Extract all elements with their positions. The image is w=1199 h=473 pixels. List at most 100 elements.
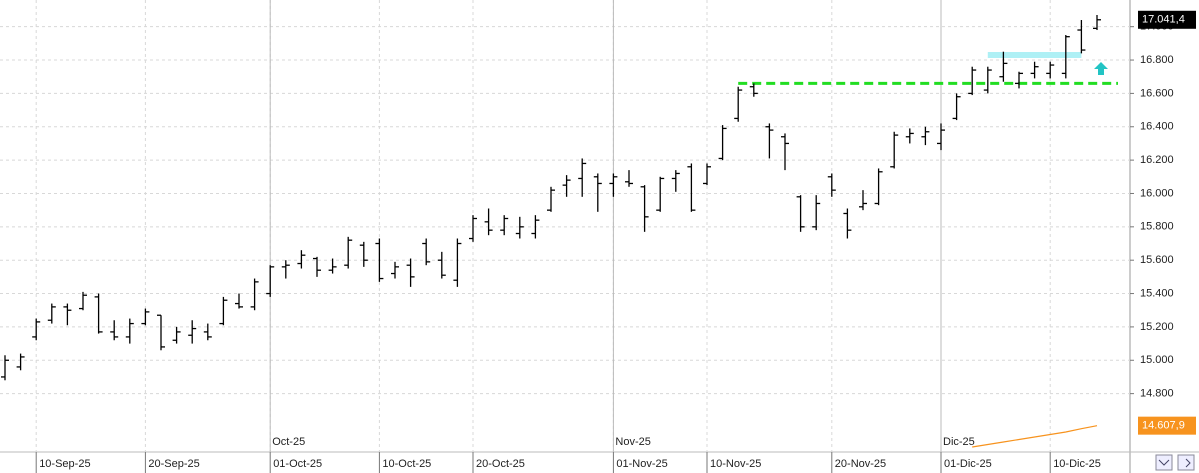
- ohlc-bar: [1093, 15, 1101, 31]
- ohlc-bar: [16, 353, 25, 371]
- x-tick-label: 01-Nov-25: [616, 458, 667, 470]
- ohlc-bar: [952, 93, 961, 121]
- ohlc-bar: [79, 291, 87, 311]
- ohlc-bar: [172, 326, 181, 344]
- ohlc-bar: [453, 238, 462, 287]
- ohlc-bar: [125, 318, 134, 344]
- ohlc-bar: [578, 158, 587, 197]
- ohlc-bar: [1077, 20, 1086, 54]
- ohlc-bar: [391, 261, 399, 279]
- ohlc-bar: [937, 123, 945, 151]
- ohlc-bar: [515, 216, 524, 239]
- month-label: Dic-25: [943, 436, 975, 448]
- ohlc-bar: [359, 241, 368, 267]
- ohlc-bar: [859, 190, 867, 211]
- ohlc-bar: [484, 208, 493, 236]
- ohlc-bar: [703, 163, 711, 186]
- price-tag-label: 14.607,9: [1142, 420, 1185, 432]
- x-tick-label: 01-Oct-25: [273, 458, 322, 470]
- y-tick-label: 16.800: [1140, 54, 1174, 66]
- ohlc-bar: [640, 185, 649, 232]
- ohlc-bar: [547, 186, 555, 212]
- ohlc-bar: [999, 51, 1008, 82]
- ohlc-bar: [32, 318, 41, 341]
- ohlc-bar: [1, 355, 9, 381]
- ohlc-bar: [562, 175, 571, 197]
- ohlc-bar: [656, 176, 665, 212]
- ohlc-bar: [1015, 71, 1023, 89]
- ohlc-bar: [422, 238, 431, 266]
- ohlc-bar: [827, 173, 836, 197]
- ohlc-bar: [266, 265, 275, 297]
- ohlc-bar: [749, 83, 758, 97]
- ohlc-bar: [188, 320, 197, 344]
- x-tick-label: 10-Nov-25: [710, 458, 761, 470]
- ohlc-bar: [687, 163, 696, 212]
- ohlc-bar: [718, 125, 727, 161]
- y-tick-label: 15.600: [1140, 254, 1174, 266]
- ohlc-bar: [874, 168, 883, 206]
- ohlc-bar: [968, 66, 977, 96]
- month-label: Nov-25: [615, 436, 650, 448]
- y-tick-label: 15.400: [1140, 287, 1174, 299]
- ohlc-bar: [281, 260, 290, 279]
- y-tick-label: 14.800: [1140, 388, 1174, 400]
- ohlc-bar: [671, 170, 680, 192]
- ohlc-bar: [219, 296, 228, 326]
- scroll-icon: [1185, 458, 1191, 468]
- ohlc-bar: [905, 128, 914, 144]
- ohlc-bar: [375, 238, 384, 282]
- ohlc-bar: [313, 256, 321, 277]
- ohlc-bar: [250, 278, 259, 311]
- ohlc-bar: [203, 323, 212, 341]
- ohlc-bar: [1061, 35, 1070, 79]
- y-tick-label: 16.400: [1140, 121, 1174, 133]
- price-tag: [1138, 10, 1196, 29]
- ohlc-bar: [734, 86, 743, 122]
- scroll-button[interactable]: [1177, 454, 1195, 471]
- month-label: Oct-25: [272, 436, 305, 448]
- y-tick-label: 15.000: [1140, 354, 1174, 366]
- scroll-button[interactable]: [1155, 454, 1173, 471]
- ohlc-bar: [781, 133, 789, 171]
- x-tick-label: 10-Dic-25: [1053, 458, 1101, 470]
- x-tick-label: 20-Nov-25: [835, 458, 886, 470]
- x-tick-label: 10-Oct-25: [382, 458, 431, 470]
- overlay-line: [972, 425, 1098, 448]
- ohlc-bar: [469, 215, 477, 242]
- price-tag: [1138, 416, 1196, 435]
- x-tick-label: 20-Sep-25: [148, 458, 199, 470]
- ohlc-bar: [531, 215, 540, 239]
- price-tag-label: 17.041,4: [1142, 14, 1185, 26]
- ohlc-bar: [593, 173, 602, 212]
- ohlc-bar: [921, 126, 930, 146]
- ohlc-bar: [609, 173, 618, 197]
- ohlc-bar: [437, 251, 446, 279]
- y-tick-label: 16.000: [1140, 187, 1174, 199]
- ohlc-bar: [141, 308, 150, 326]
- ohlc-bar: [765, 123, 774, 159]
- ohlc-bar: [406, 258, 415, 287]
- ohlc-bar: [235, 293, 243, 309]
- ohlc-bar: [297, 250, 306, 269]
- y-tick-label: 16.200: [1140, 154, 1174, 166]
- ohlc-bar: [890, 131, 899, 169]
- ohlc-bar: [47, 303, 56, 324]
- up-arrow: [1094, 62, 1108, 75]
- x-tick-label: 10-Sep-25: [39, 458, 90, 470]
- ohlc-bar: [110, 320, 119, 341]
- ohlc-bar: [983, 66, 992, 94]
- ohlc-bar: [500, 215, 509, 236]
- ohlc-bar: [625, 170, 633, 187]
- ohlc-bar: [63, 303, 72, 326]
- x-tick-label: 01-Dic-25: [944, 458, 992, 470]
- y-tick-label: 15.800: [1140, 221, 1174, 233]
- ohlc-bar: [344, 236, 353, 269]
- ohlc-bar: [1046, 61, 1055, 79]
- ohlc-bar: [157, 314, 165, 351]
- scroll-icon: [1158, 459, 1170, 466]
- ohlc-bar: [796, 195, 805, 232]
- y-tick-label: 15.200: [1140, 321, 1174, 333]
